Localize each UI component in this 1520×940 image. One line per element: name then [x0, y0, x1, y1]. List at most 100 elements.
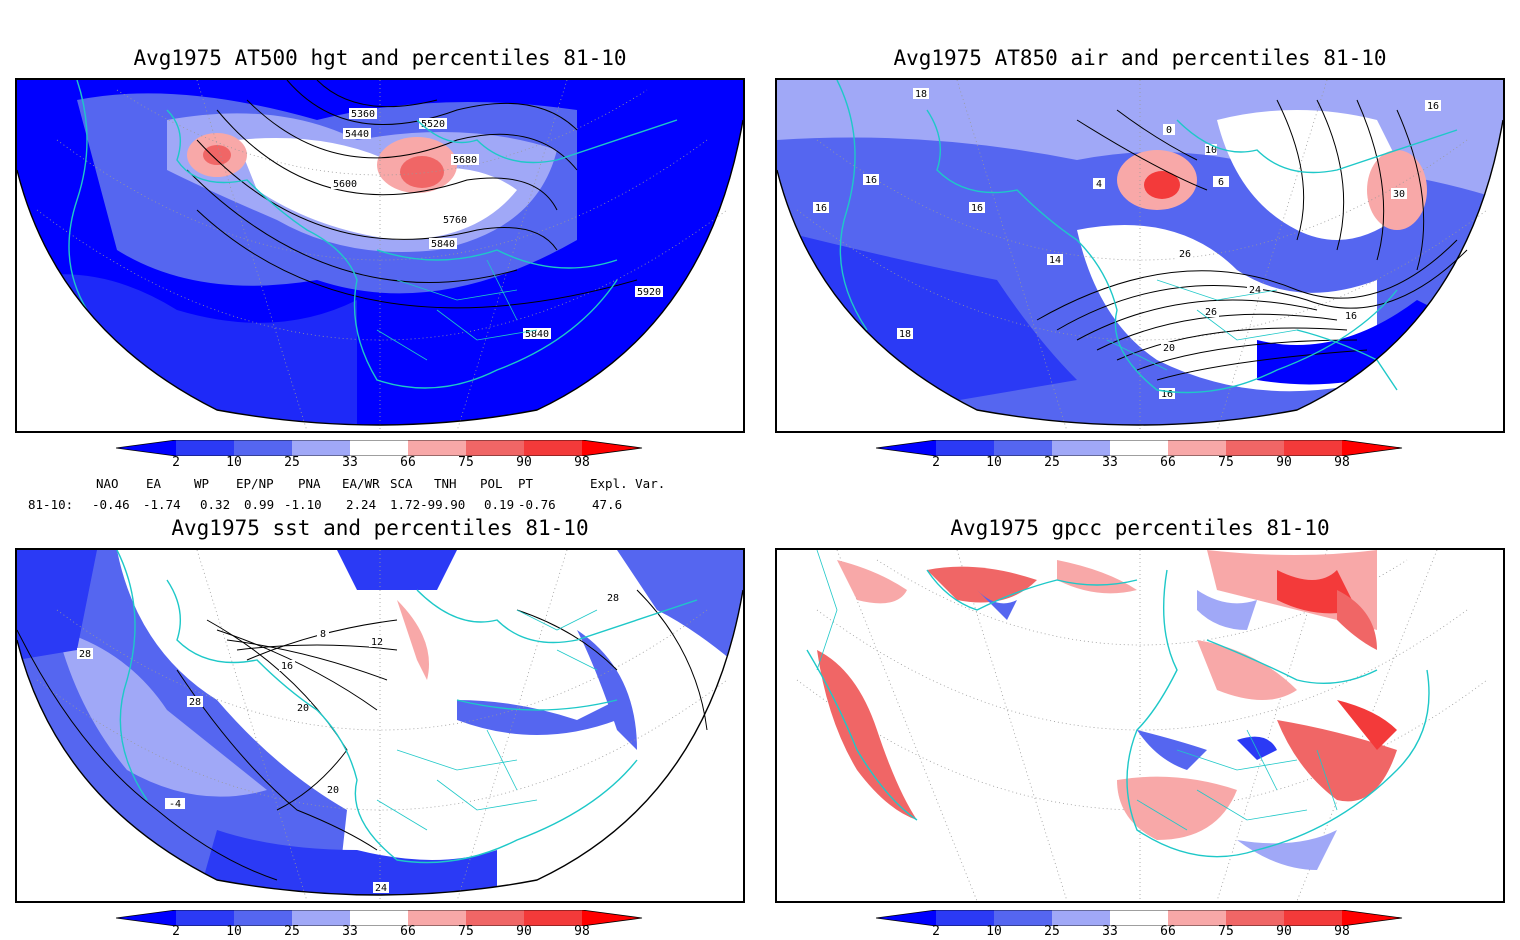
- colorbar-label: 75: [458, 455, 474, 470]
- panel-title-hgt: Avg1975 AT500 hgt and percentiles 81-10: [133, 46, 627, 70]
- colorbar-arrow-low: [876, 440, 936, 456]
- colorbar-segment: [1168, 440, 1226, 456]
- contour-label: 18: [913, 88, 929, 100]
- svg-text:24: 24: [375, 883, 387, 894]
- index-row-label: 81-10:: [28, 497, 74, 512]
- colorbar-label: 2: [932, 455, 940, 470]
- contour-label: 10: [1205, 144, 1217, 156]
- colorbar-segment: [466, 440, 524, 456]
- colorbar-label: 33: [1102, 455, 1118, 470]
- colorbar-label: 10: [986, 924, 1002, 939]
- svg-text:16: 16: [1161, 389, 1173, 400]
- colorbar-label: 2: [932, 924, 940, 939]
- contour-label: 16: [1159, 388, 1175, 400]
- map-panel-gpcc: [775, 548, 1505, 903]
- svg-text:26: 26: [1205, 307, 1217, 318]
- svg-text:5920: 5920: [637, 287, 661, 298]
- colorbar-segment: [350, 440, 408, 456]
- contour-label: 26: [1203, 306, 1219, 318]
- svg-text:5840: 5840: [431, 239, 455, 250]
- index-value: -1.74: [143, 497, 181, 512]
- contour-label: 4: [1093, 178, 1105, 190]
- colorbar-label: 98: [574, 924, 590, 939]
- contour-label: 16: [1343, 310, 1359, 322]
- index-value: 0.19: [484, 497, 515, 512]
- contour-label: 16: [1425, 100, 1441, 112]
- map-sst-canvas: 16 20 12 8 28 28 20 24 -4 28: [17, 550, 743, 901]
- svg-text:5520: 5520: [421, 119, 445, 130]
- colorbar-label: 98: [1334, 455, 1350, 470]
- colorbar-label: 90: [1276, 924, 1292, 939]
- index-header: PT: [518, 476, 534, 491]
- colorbar-air: [876, 440, 1403, 456]
- svg-text:18: 18: [899, 329, 911, 340]
- index-value: 2.24: [346, 497, 377, 512]
- svg-text:0: 0: [1166, 125, 1172, 136]
- colorbar-label: 2: [172, 924, 180, 939]
- colorbar-hgt: [116, 440, 643, 456]
- contour-label: 5600: [331, 178, 359, 190]
- contour-label: 16: [813, 202, 829, 214]
- contour-label: 5920: [635, 286, 663, 298]
- colorbar-segment: [1052, 910, 1110, 926]
- svg-text:20: 20: [327, 785, 339, 796]
- svg-text:28: 28: [607, 593, 619, 604]
- svg-text:20: 20: [297, 703, 309, 714]
- colorbar-segment: [408, 910, 466, 926]
- map-panel-hgt: 5360 5440 5520 5600 5680 5760 5840 5840 …: [15, 78, 745, 433]
- colorbar-gpcc: [876, 910, 1403, 926]
- index-value: -0.76: [518, 497, 556, 512]
- contour-label: 8: [317, 628, 329, 640]
- svg-text:16: 16: [1345, 311, 1357, 322]
- svg-text:16: 16: [971, 203, 983, 214]
- contour-label: 5360: [349, 108, 377, 120]
- svg-text:16: 16: [1427, 101, 1439, 112]
- colorbar-label: 75: [1218, 924, 1234, 939]
- index-header: Expl. Var.: [590, 476, 666, 491]
- svg-text:5600: 5600: [333, 179, 357, 190]
- colorbar-segment: [936, 910, 994, 926]
- svg-text:5760: 5760: [443, 215, 467, 226]
- colorbar-label: 33: [342, 924, 358, 939]
- colorbar-label: 98: [574, 455, 590, 470]
- colorbar-arrow-low: [116, 910, 176, 926]
- colorbar-segment: [1110, 440, 1168, 456]
- colorbar-segment: [176, 910, 234, 926]
- contour-label: 20: [325, 784, 341, 796]
- contour-label: 5440: [343, 128, 371, 140]
- svg-text:18: 18: [915, 89, 927, 100]
- svg-text:8: 8: [320, 629, 326, 640]
- colorbar-segment: [408, 440, 466, 456]
- svg-text:12: 12: [371, 637, 383, 648]
- colorbar-sst: [116, 910, 643, 926]
- index-value: -0.46: [92, 497, 130, 512]
- index-value: 47.6: [592, 497, 623, 512]
- panel-title-sst: Avg1975 sst and percentiles 81-10: [171, 516, 589, 540]
- colorbar-label: 90: [1276, 455, 1292, 470]
- index-header: NAO: [96, 476, 119, 491]
- contour-label: 28: [187, 696, 203, 708]
- contour-label: 5840: [429, 238, 457, 250]
- contour-label: 24: [373, 882, 389, 894]
- svg-text:5840: 5840: [525, 329, 549, 340]
- index-header: PNA: [298, 476, 321, 491]
- svg-text:10: 10: [1205, 145, 1217, 156]
- svg-text:14: 14: [1049, 255, 1061, 266]
- colorbar-label: 33: [1102, 924, 1118, 939]
- colorbar-labels-air: 2 10 25 33 66 75 90 98: [876, 455, 1404, 471]
- colorbar-label: 66: [400, 924, 416, 939]
- index-header: SCA: [390, 476, 413, 491]
- colorbar-segment: [1284, 910, 1342, 926]
- colorbar-arrow-high: [582, 440, 642, 456]
- colorbar-label: 33: [342, 455, 358, 470]
- colorbar-segment: [1052, 440, 1110, 456]
- colorbar-segment: [234, 910, 292, 926]
- colorbar-segment: [524, 440, 582, 456]
- contour-label: 18: [897, 328, 913, 340]
- svg-text:5440: 5440: [345, 129, 369, 140]
- map-gpcc-canvas: [796, 550, 1488, 901]
- colorbar-label: 66: [400, 455, 416, 470]
- panel-title-gpcc: Avg1975 gpcc percentiles 81-10: [950, 516, 1330, 540]
- colorbar-label: 66: [1160, 455, 1176, 470]
- contour-label: 30: [1391, 188, 1407, 200]
